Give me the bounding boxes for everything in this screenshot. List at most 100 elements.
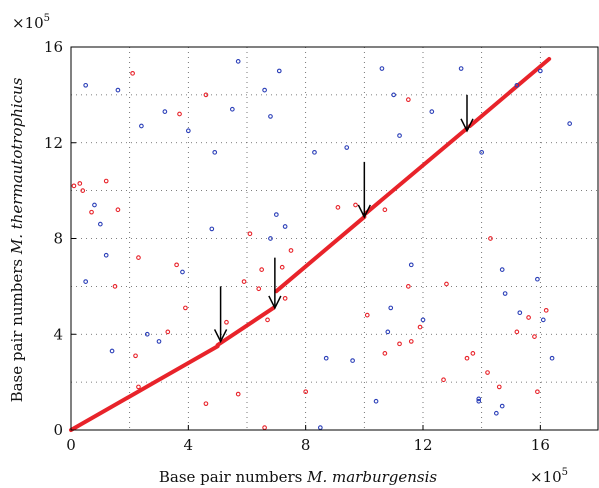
y-tick-label: 0 — [53, 421, 63, 439]
data-point — [262, 425, 267, 430]
data-point — [92, 202, 97, 208]
data-point — [350, 358, 355, 363]
diagonal-segment — [274, 214, 367, 294]
x-tick-label: 4 — [184, 436, 194, 454]
data-point — [180, 269, 185, 275]
scatter-points — [71, 59, 573, 430]
y-tick-label: 16 — [44, 38, 63, 56]
data-point — [212, 149, 218, 155]
data-point — [405, 284, 411, 289]
data-point — [133, 353, 138, 359]
data-point — [303, 389, 309, 395]
diagonal-segment — [69, 344, 220, 432]
data-point — [109, 348, 115, 354]
data-point — [71, 183, 77, 189]
data-point — [417, 324, 423, 330]
data-point — [464, 355, 470, 361]
data-point — [136, 255, 141, 260]
data-point — [408, 262, 414, 268]
diagonal-segment — [362, 126, 469, 217]
data-point — [103, 178, 109, 184]
data-point — [535, 276, 540, 282]
data-point — [112, 284, 118, 289]
data-point — [429, 109, 435, 114]
data-point — [203, 92, 209, 98]
data-point — [229, 106, 235, 112]
data-point — [405, 97, 411, 103]
arrow-head — [268, 295, 282, 310]
data-point — [282, 224, 288, 229]
data-point — [441, 377, 446, 383]
data-point — [408, 339, 414, 344]
x-tick-label: 0 — [66, 436, 76, 454]
data-point — [514, 329, 520, 335]
data-point — [485, 370, 490, 375]
arrow-head — [357, 204, 372, 219]
y-tick-label: 8 — [53, 230, 63, 248]
y-axis-exponent: ×105 — [12, 13, 50, 32]
data-point — [209, 226, 215, 232]
data-point — [317, 425, 323, 430]
data-point — [517, 310, 523, 316]
data-point — [156, 339, 162, 344]
data-point — [364, 312, 370, 318]
data-point — [136, 384, 141, 390]
data-point — [282, 295, 288, 301]
data-point — [344, 145, 350, 150]
data-point — [476, 396, 482, 402]
data-point — [540, 317, 546, 323]
data-point — [165, 329, 171, 335]
data-point — [532, 334, 537, 339]
data-point — [335, 205, 341, 210]
data-point — [493, 410, 499, 416]
data-point — [80, 188, 86, 193]
data-point — [567, 121, 573, 126]
data-point — [373, 398, 379, 404]
data-point — [397, 341, 402, 347]
data-point — [535, 389, 540, 395]
data-point — [139, 123, 144, 129]
y-tick-label: 12 — [44, 134, 63, 152]
data-point — [235, 391, 241, 397]
data-point — [83, 82, 89, 88]
data-point — [203, 401, 209, 407]
data-point — [382, 351, 388, 356]
data-point — [323, 355, 329, 361]
data-point — [499, 403, 505, 409]
data-point — [268, 114, 273, 119]
data-point — [496, 384, 502, 390]
y-axis-label: Base pair numbers M. thermautotrophicus — [8, 77, 26, 402]
data-point — [514, 82, 520, 88]
synteny-diagonal — [69, 56, 552, 432]
data-point — [265, 317, 270, 323]
data-point — [77, 181, 83, 186]
data-point — [279, 264, 285, 270]
data-point — [162, 109, 168, 114]
data-point — [479, 149, 485, 155]
data-point — [83, 279, 89, 284]
data-point — [268, 236, 273, 241]
data-point — [259, 267, 265, 272]
data-point — [130, 70, 135, 76]
data-point — [488, 236, 493, 241]
data-point — [97, 221, 103, 227]
data-point — [89, 209, 94, 215]
diagonal-segment — [467, 56, 552, 128]
x-tick-label: 8 — [301, 436, 311, 454]
data-point — [385, 329, 391, 335]
data-point — [235, 59, 241, 64]
diagonal-segment — [215, 305, 276, 348]
data-point — [499, 267, 505, 272]
data-point — [144, 331, 150, 337]
data-point — [241, 279, 247, 284]
data-point — [444, 281, 449, 287]
data-point — [185, 128, 191, 134]
data-point — [177, 111, 182, 117]
data-point — [537, 68, 543, 74]
data-point — [115, 207, 121, 213]
data-point — [543, 307, 549, 313]
data-point — [353, 202, 358, 208]
breakpoint-arrows — [213, 94, 474, 344]
